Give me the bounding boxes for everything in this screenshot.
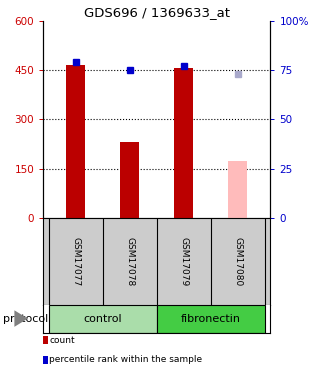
- Bar: [120, 142, 139, 218]
- Text: protocol: protocol: [3, 314, 48, 324]
- Bar: [157, 304, 265, 333]
- Bar: [49, 304, 157, 333]
- Bar: [66, 65, 85, 218]
- Text: control: control: [84, 314, 122, 324]
- Text: GSM17077: GSM17077: [71, 237, 80, 286]
- Text: percentile rank within the sample: percentile rank within the sample: [49, 355, 202, 364]
- Text: fibronectin: fibronectin: [181, 314, 241, 324]
- Title: GDS696 / 1369633_at: GDS696 / 1369633_at: [84, 6, 230, 20]
- Text: GSM17078: GSM17078: [125, 237, 134, 286]
- Text: count: count: [49, 336, 75, 345]
- Text: GSM17080: GSM17080: [234, 237, 243, 286]
- Bar: [228, 160, 247, 218]
- Text: GSM17079: GSM17079: [179, 237, 188, 286]
- Bar: [174, 68, 193, 218]
